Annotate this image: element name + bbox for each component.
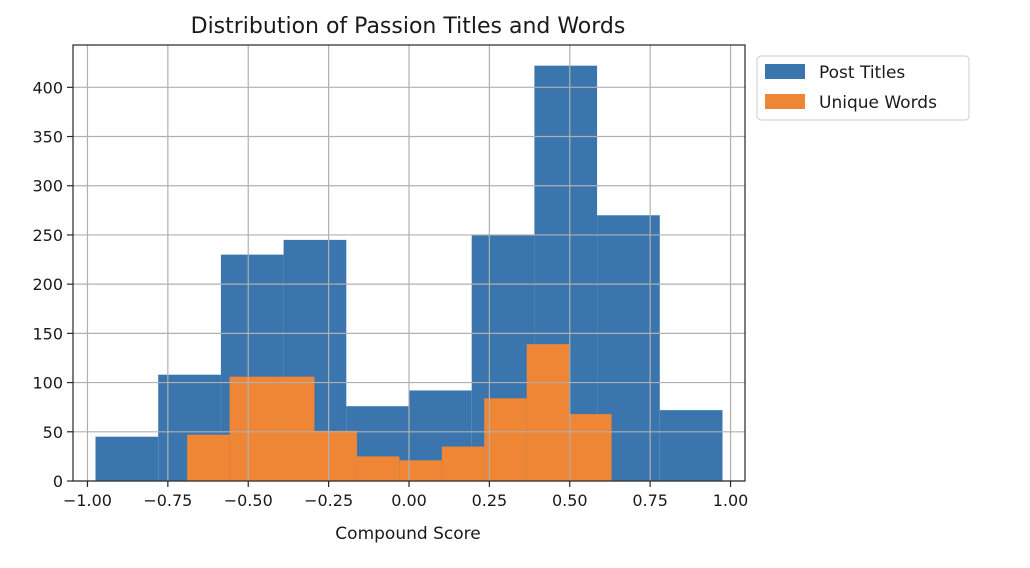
bar-series-1-bin-1 [229,376,273,481]
x-tick-label-1: −0.75 [143,491,192,510]
bar-series-1-bin-8 [526,344,570,481]
x-tick-label-4: 0.00 [391,491,427,510]
x-tick-label-0: −1.00 [63,491,112,510]
legend-swatch-0 [765,64,805,79]
chart-title: Distribution of Passion Titles and Words [191,14,626,39]
x-tick-label-5: 0.25 [472,491,508,510]
y-tick-label-0: 0 [53,472,63,491]
bar-series-1-bin-2 [272,376,315,481]
y-tick-label-2: 100 [32,374,63,393]
histogram-bars [95,65,723,482]
legend-label-0: Post Titles [819,63,905,83]
legend-box [756,55,970,121]
bar-series-1-bin-7 [484,398,527,481]
bar-series-0-bin-9 [659,410,723,481]
series-1 [187,344,612,481]
x-tick-label-7: 0.75 [632,491,668,510]
y-tick-label-5: 250 [32,226,63,245]
bar-series-1-bin-0 [187,434,230,481]
y-tick-label-7: 350 [32,128,63,147]
x-tick-label-2: −0.50 [224,491,273,510]
legend: Post Titles Unique Words [756,55,970,121]
x-tick-label-6: 0.50 [552,491,588,510]
bar-series-1-bin-6 [441,446,485,481]
legend-swatch-1 [765,94,805,109]
bar-series-1-bin-3 [314,430,357,481]
x-tick-label-8: 1.00 [713,491,749,510]
y-tick-label-8: 400 [32,78,63,97]
x-axis-label: Compound Score [335,524,480,544]
bar-series-1-bin-9 [569,414,612,481]
bar-series-1-bin-5 [399,460,442,481]
bar-series-1-bin-4 [356,456,400,481]
y-tick-label-1: 50 [43,423,63,442]
y-tick-label-6: 300 [32,177,63,196]
y-axis-ticks: 0 50 100 150 200 250 300 350 400 [32,78,73,491]
y-tick-label-3: 150 [32,324,63,343]
y-tick-label-4: 200 [32,275,63,294]
bar-series-0-bin-0 [95,436,159,481]
x-tick-label-3: −0.25 [304,491,353,510]
legend-label-1: Unique Words [819,93,937,113]
x-axis-ticks: −1.00 −0.75 −0.50 −0.25 0.00 0.25 0.50 0.75 1.00 [63,481,748,510]
